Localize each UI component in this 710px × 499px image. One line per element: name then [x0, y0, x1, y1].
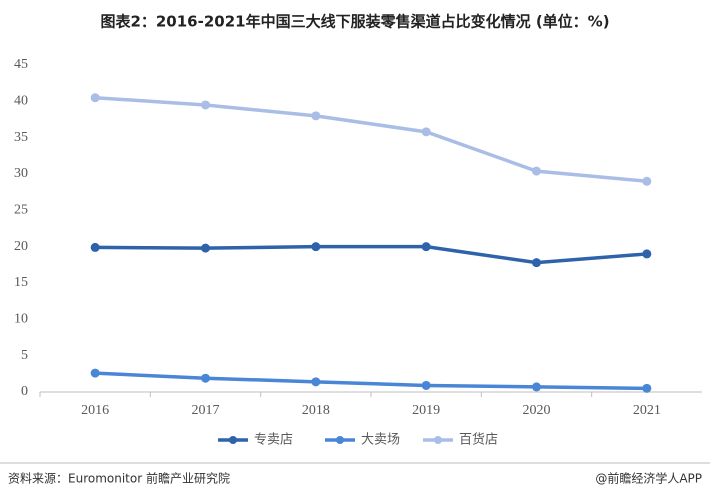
legend-marker [336, 436, 344, 444]
legend-label: 大卖场 [361, 433, 400, 448]
point [90, 93, 100, 103]
legend-label: 百货店 [459, 432, 498, 448]
x-tick-label: 2016 [81, 403, 109, 418]
point [311, 242, 321, 252]
point [90, 242, 100, 252]
y-tick-label: 20 [14, 239, 28, 254]
x-tick-label: 2018 [302, 403, 330, 418]
point [532, 258, 541, 268]
point [421, 127, 431, 137]
point [201, 373, 210, 383]
legend-label: 专卖店 [254, 433, 293, 448]
series-line [95, 95, 647, 184]
point [532, 166, 541, 176]
y-tick-label: 40 [14, 94, 28, 109]
y-tick-label: 25 [14, 203, 28, 218]
series-line [95, 244, 647, 265]
point [642, 383, 652, 393]
point [201, 243, 210, 253]
point [532, 382, 541, 392]
chart-title: 图表2：2016-2021年中国三大线下服装零售渠道占比变化情况 (单位：%) [100, 13, 609, 31]
credit: @前瞻经济学人APP [595, 471, 702, 486]
source: 资料来源：Euromonitor 前瞻产业研究院 [8, 471, 230, 486]
x-tick-label: 2020 [523, 403, 551, 418]
y-tick-label: 10 [14, 312, 28, 327]
y-tick-label: 15 [14, 275, 28, 290]
point [90, 368, 100, 378]
x-tick-label: 2019 [412, 403, 440, 418]
series-line [95, 371, 647, 391]
point [311, 111, 321, 121]
point [311, 377, 321, 387]
point [642, 176, 652, 186]
y-tick-label: 5 [21, 348, 28, 363]
y-tick-label: 0 [21, 384, 28, 399]
x-tick-label: 2021 [633, 403, 661, 418]
y-tick-label: 45 [14, 57, 28, 72]
legend-marker [434, 436, 442, 444]
point [421, 380, 431, 390]
x-tick-label: 2017 [192, 403, 220, 418]
point [642, 249, 652, 259]
legend-marker [229, 436, 237, 444]
y-tick-label: 35 [14, 130, 28, 145]
point [201, 100, 210, 110]
y-tick-label: 30 [14, 166, 28, 181]
point [421, 242, 431, 252]
